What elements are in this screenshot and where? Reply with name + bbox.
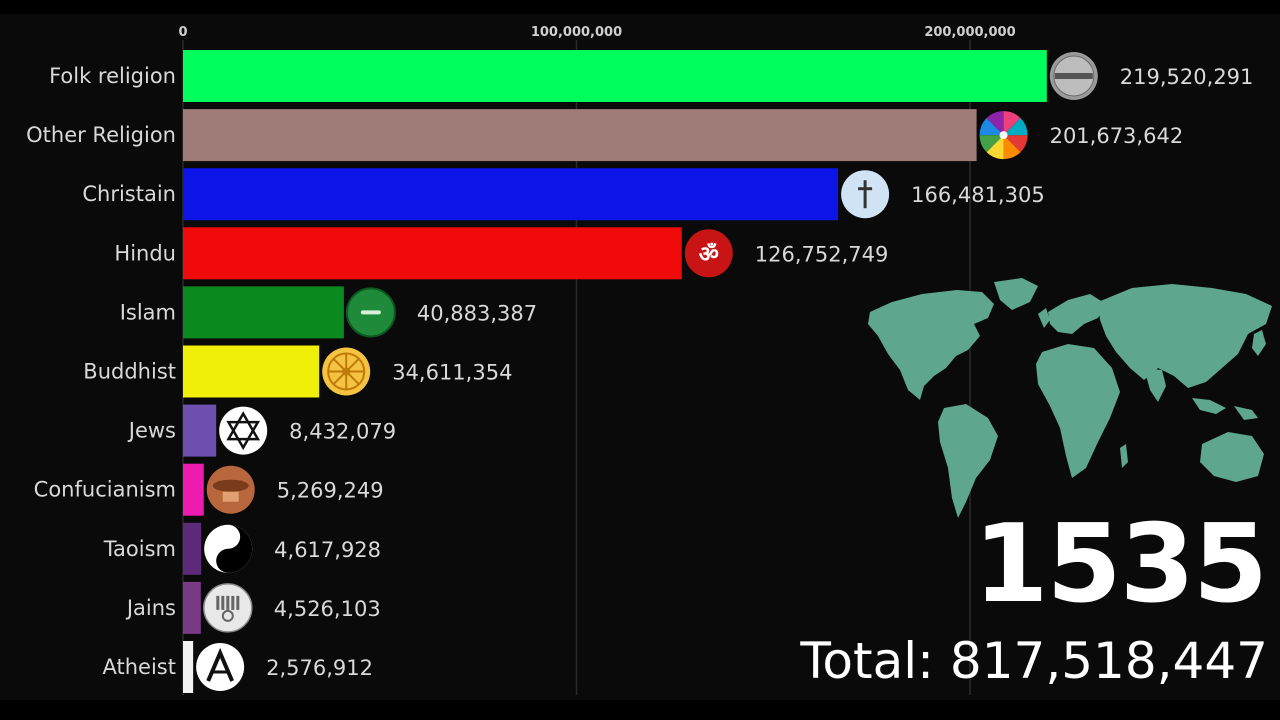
value-label: 219,520,291 (1120, 65, 1254, 89)
category-label: Jews (127, 419, 176, 443)
category-label: Taoism (103, 537, 176, 561)
category-label: Hindu (114, 241, 176, 265)
value-label: 40,883,387 (417, 301, 537, 325)
value-label: 2,576,912 (266, 656, 373, 680)
value-label: 201,673,642 (1050, 124, 1184, 148)
rainbow-spiral-icon (979, 111, 1028, 160)
bar-folk-religion (183, 50, 1047, 102)
bottom-letterbox (0, 700, 1280, 720)
category-label: Islam (120, 300, 176, 324)
value-label: 5,269,249 (277, 479, 384, 503)
star-of-david-icon (219, 406, 268, 455)
bar-hindu (183, 227, 682, 280)
yin-yang-icon (204, 524, 253, 573)
cross-icon (841, 170, 890, 219)
bar-jains (183, 581, 201, 634)
value-label: 8,432,079 (289, 420, 396, 444)
svg-text:ॐ: ॐ (699, 242, 719, 267)
bar-christain (183, 168, 839, 221)
atheist-icon (196, 643, 245, 691)
tick-label: 200,000,000 (924, 25, 1015, 40)
bar-islam (183, 286, 344, 339)
value-label: 34,611,354 (392, 361, 512, 385)
jain-icon (203, 583, 253, 633)
category-label: Confucianism (34, 478, 176, 502)
bar-jews (183, 404, 217, 457)
islam-icon (345, 287, 396, 338)
year-display: 1535 (973, 502, 1268, 627)
folk-icon (1049, 52, 1098, 100)
value-label: 126,752,749 (755, 242, 889, 266)
category-label: Christain (82, 182, 176, 206)
bar-atheist (183, 641, 194, 693)
bar-taoism (183, 522, 202, 575)
value-label: 166,481,305 (911, 183, 1045, 207)
confucius-icon (206, 465, 255, 514)
category-label: Folk religion (49, 64, 176, 88)
value-label: 4,526,103 (274, 597, 381, 621)
bar-buddhist (183, 345, 320, 398)
top-letterbox (0, 0, 1280, 14)
tick-label: 0 (178, 25, 187, 40)
total-display: Total: 817,518,447 (800, 632, 1268, 690)
tick-label: 100,000,000 (531, 25, 622, 40)
value-label: 4,617,928 (274, 538, 381, 562)
category-label: Jains (125, 596, 176, 620)
category-label: Atheist (103, 655, 176, 679)
category-label: Buddhist (83, 360, 176, 384)
dharma-wheel-icon (322, 347, 371, 396)
bar-confucianism (183, 463, 204, 516)
om-icon: ॐ (684, 229, 733, 278)
world-map-icon (868, 278, 1272, 518)
bar-other-religion (183, 109, 977, 162)
category-label: Other Religion (26, 123, 176, 147)
